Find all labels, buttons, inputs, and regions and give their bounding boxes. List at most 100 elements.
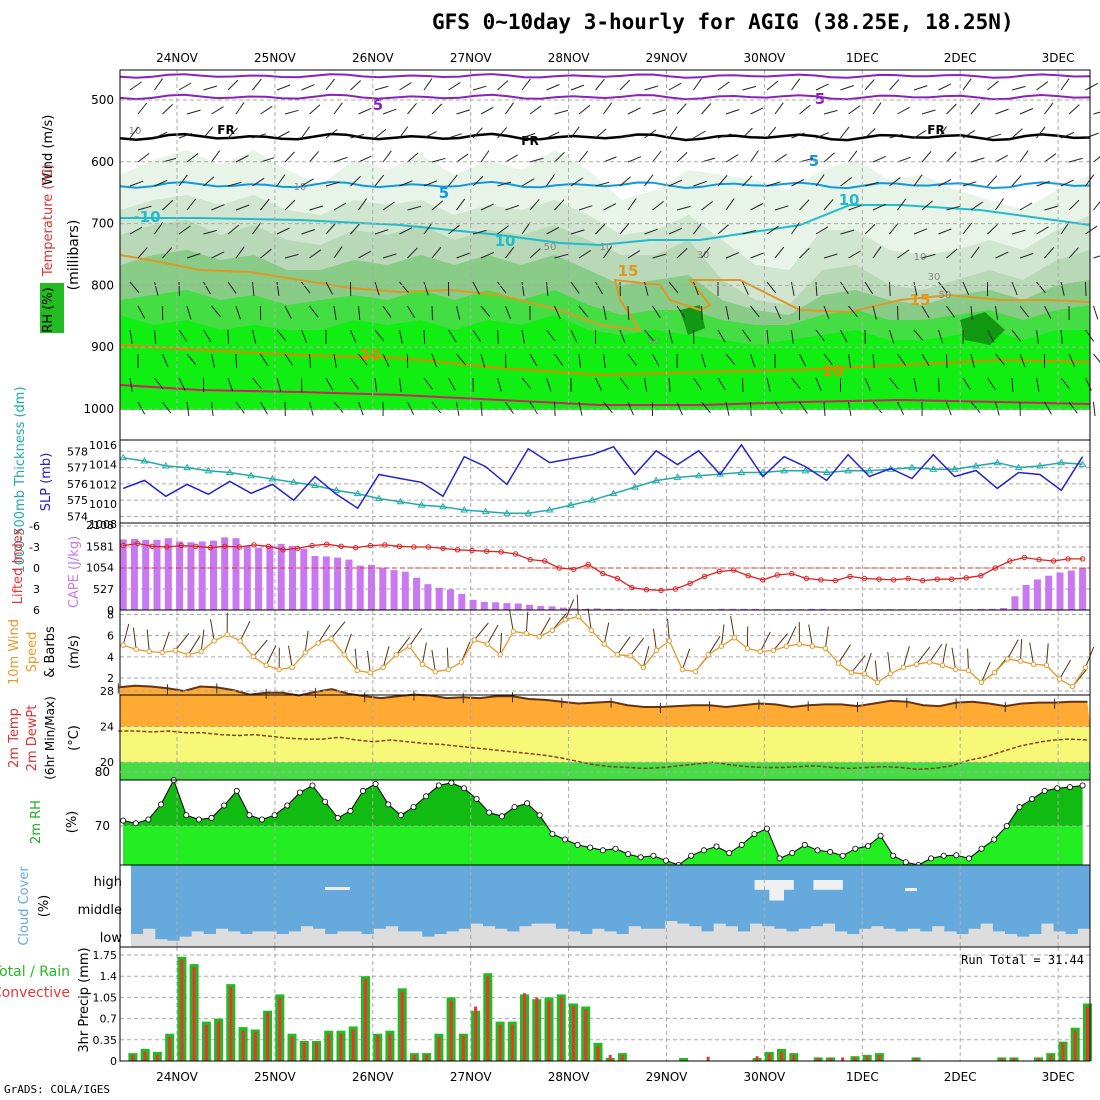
y-tick-thickness: 576 xyxy=(67,478,88,491)
thickness-point xyxy=(1036,461,1044,469)
wind-barb xyxy=(203,281,211,295)
wind-barb xyxy=(864,181,879,187)
y-tick-precip: 0.35 xyxy=(93,1034,118,1047)
wind-barb xyxy=(235,401,245,414)
temp-contour-25 xyxy=(119,384,1091,406)
wind-barb xyxy=(448,224,460,235)
wind-barb xyxy=(350,377,360,390)
wind-speed-point xyxy=(874,679,881,685)
wind-barb xyxy=(227,224,240,235)
wind-barb xyxy=(766,329,769,344)
chart-title: GFS 0~10day 3-hourly for AGIG (38.25E, 1… xyxy=(432,10,1014,34)
wind-barb xyxy=(382,253,397,259)
cape-bar xyxy=(480,601,488,610)
wind-barb xyxy=(252,222,262,235)
wind-barb xyxy=(252,133,267,139)
wind-barb xyxy=(1019,305,1029,318)
thickness-point xyxy=(225,468,234,475)
wind-barb xyxy=(913,329,924,342)
wind-barb xyxy=(995,353,1005,366)
wind-speed-point xyxy=(1004,656,1011,662)
wind-barb xyxy=(497,181,512,187)
y-tick-temp: 28 xyxy=(100,685,114,698)
wind-barb xyxy=(309,353,311,369)
wind-barb xyxy=(889,281,891,297)
li-point xyxy=(207,545,214,551)
wind-speed-point xyxy=(653,647,660,654)
wind-speed-point xyxy=(757,648,764,655)
wind-barb xyxy=(921,109,936,115)
precip-total-bar xyxy=(679,1058,689,1061)
wind-barb xyxy=(897,198,907,211)
wind-barb xyxy=(472,329,482,342)
li-point xyxy=(861,575,868,582)
wind-barb xyxy=(456,252,470,259)
cape-bar xyxy=(1056,572,1064,610)
wind-barb xyxy=(750,353,756,368)
wind-barb xyxy=(823,353,833,366)
wind-barb xyxy=(970,305,973,320)
wind-speed-point xyxy=(146,648,152,655)
wind-barb xyxy=(676,305,686,318)
thickness-point xyxy=(609,489,618,497)
wind-barb xyxy=(815,132,830,139)
wind-barb xyxy=(676,152,688,163)
wind-barb xyxy=(864,377,871,392)
wind-barb xyxy=(162,353,169,368)
thickness-point xyxy=(908,463,916,471)
wind-barb xyxy=(521,178,535,187)
rh-point xyxy=(271,812,278,819)
wind-barb xyxy=(154,329,157,345)
li-point xyxy=(280,547,286,553)
wind-barb xyxy=(938,329,944,344)
thickness-point xyxy=(822,468,831,475)
precip-conv-bar xyxy=(1000,1058,1004,1061)
wind10m-panel: 2 4 6 8 10m Wind Speed & Barbs (m/s) xyxy=(7,594,1095,696)
wind-barb xyxy=(382,353,390,367)
wind-barb-10m xyxy=(343,633,352,655)
cape-bar xyxy=(514,603,522,610)
cape-bar xyxy=(119,539,127,610)
li-point xyxy=(411,544,417,550)
wind-barb xyxy=(823,401,826,417)
wind-speed-point xyxy=(1082,664,1089,671)
rh2m-panel: 70 80 2m RH (%) xyxy=(29,765,1091,869)
rh-point xyxy=(574,841,581,848)
wind-speed-point xyxy=(198,648,204,655)
wind-speed-point xyxy=(614,652,620,658)
wind-barb xyxy=(505,401,514,414)
wind-barb xyxy=(284,253,299,259)
wind-barb xyxy=(203,126,213,139)
wind-barb xyxy=(1044,205,1059,211)
cloud-high-gap xyxy=(905,888,917,891)
wind-barb xyxy=(1093,111,1100,115)
li-point xyxy=(396,543,403,549)
thickness-point xyxy=(396,497,405,505)
wind-barb xyxy=(407,152,419,163)
wind-barb xyxy=(186,253,201,259)
wind-barb xyxy=(750,203,764,211)
wind-barb xyxy=(864,79,875,91)
wind-barb xyxy=(995,198,1004,211)
wind-barb xyxy=(644,281,649,296)
wind-barb xyxy=(325,129,338,139)
wind-speed-point xyxy=(926,659,933,665)
precip-conv-bar xyxy=(388,1033,392,1061)
cape-bar xyxy=(221,537,229,610)
thickness-point xyxy=(311,481,319,489)
wind-barb xyxy=(186,153,199,163)
rh-point xyxy=(296,789,303,796)
rh-point xyxy=(928,855,935,862)
cape-bar xyxy=(1022,585,1030,610)
wind-barb xyxy=(823,152,835,163)
wind-barb xyxy=(333,401,344,414)
wind-barb xyxy=(791,281,795,296)
precip-conv-bar xyxy=(1073,1030,1077,1061)
wind-barb xyxy=(652,305,661,318)
wind-speed-point xyxy=(575,613,581,620)
wind-barb xyxy=(750,150,759,163)
wind-barb xyxy=(766,225,779,235)
wind-barb xyxy=(178,132,193,139)
wind-speed-point xyxy=(120,642,126,648)
precip-conv-bar xyxy=(155,1054,159,1061)
